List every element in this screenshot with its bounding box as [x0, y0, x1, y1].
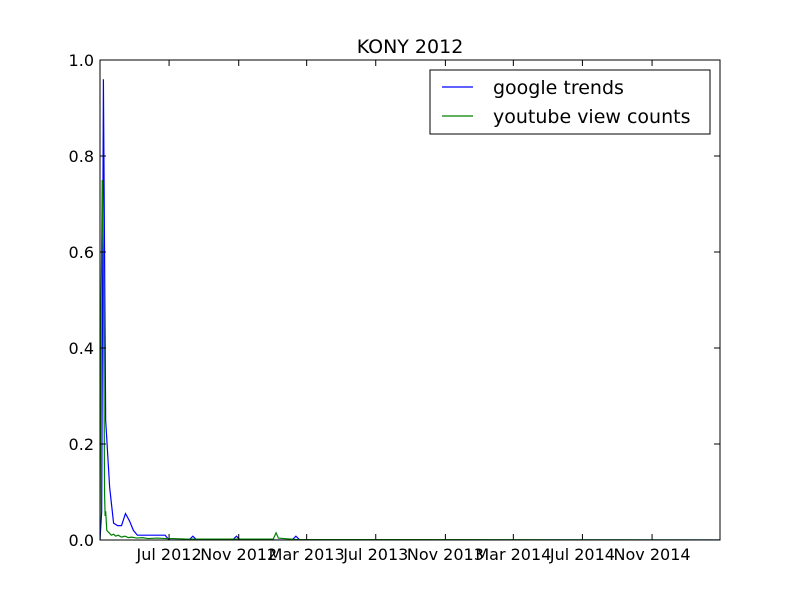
legend-box — [429, 69, 711, 135]
y-tick-label: 1.0 — [69, 51, 94, 70]
y-tick-label: 0.8 — [69, 147, 94, 166]
x-tick-label: Mar 2013 — [269, 545, 345, 564]
x-tick-label: Nov 2013 — [407, 545, 484, 564]
y-tick-label: 0.2 — [69, 435, 94, 454]
x-tick-label: Mar 2014 — [475, 545, 551, 564]
x-tick-label: Jul 2013 — [342, 545, 408, 564]
legend-label: google trends — [493, 77, 624, 99]
series-line-youtube-view-counts — [100, 179, 720, 540]
x-tick-label: Jul 2012 — [136, 545, 202, 564]
y-tick-label: 0.4 — [69, 339, 94, 358]
x-tick-label: Nov 2014 — [614, 545, 691, 564]
x-tick-label: Nov 2012 — [200, 545, 277, 564]
plot-frame — [99, 59, 721, 541]
legend-label: youtube view counts — [493, 106, 691, 128]
y-tick-label: 0.0 — [69, 531, 94, 550]
chart-title: KONY 2012 — [357, 36, 464, 58]
y-tick-label: 0.6 — [69, 243, 94, 262]
x-tick-label: Jul 2014 — [549, 545, 615, 564]
